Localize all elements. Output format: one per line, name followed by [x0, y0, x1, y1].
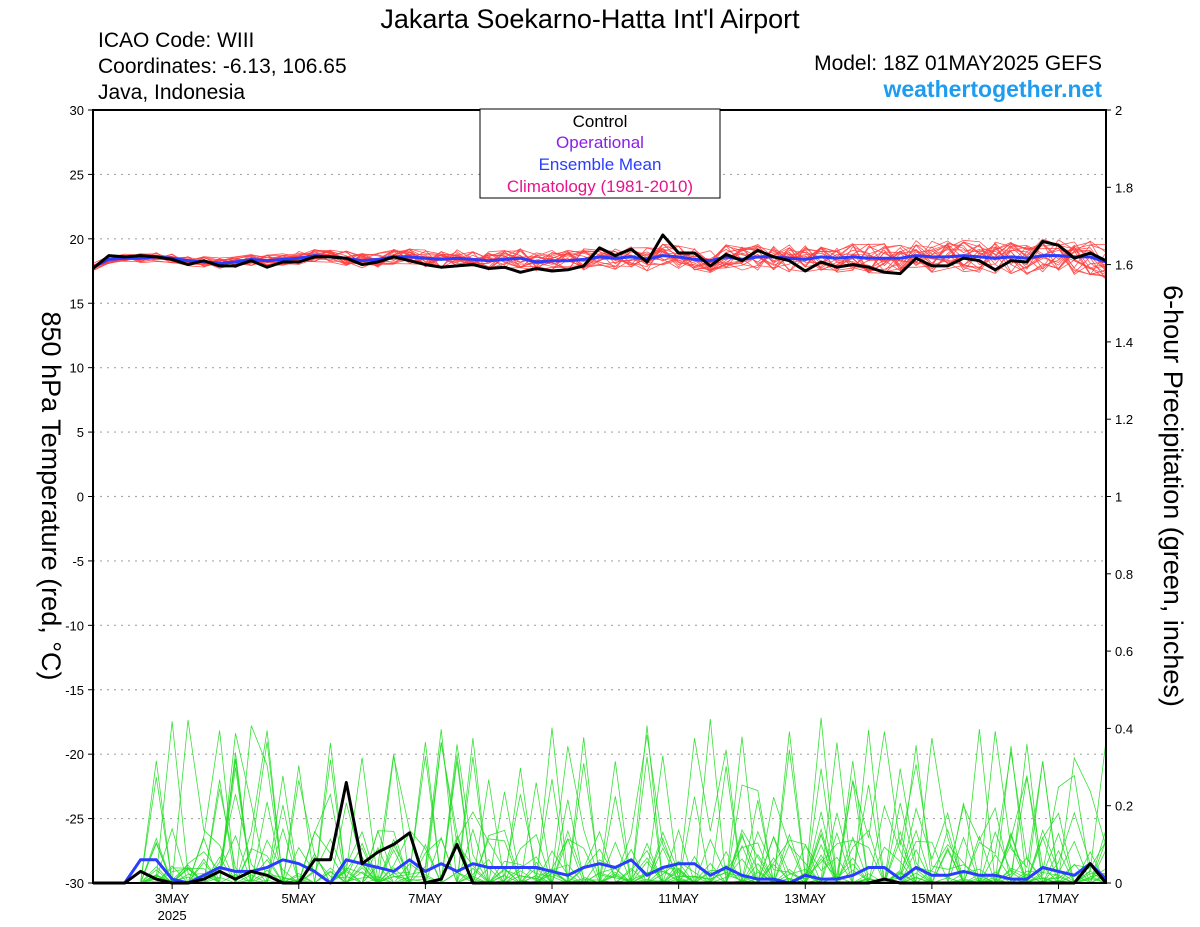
coordinates: Coordinates: -6.13, 106.65	[98, 55, 347, 78]
icao-code: ICAO Code: WIII	[98, 29, 254, 52]
legend-control: Control	[573, 112, 628, 131]
x-tick-year: 2025	[158, 908, 187, 923]
chart-title: Jakarta Soekarno-Hatta Int'l Airport	[380, 4, 800, 34]
y-right-tick-label: 0.2	[1115, 799, 1133, 814]
y-left-tick-label: 5	[77, 425, 84, 440]
y-right-tick-label: 0.8	[1115, 567, 1133, 582]
legend-operational: Operational	[556, 133, 644, 152]
x-tick-label: 9MAY	[535, 891, 570, 906]
control-temperature-line	[92, 233, 1107, 276]
y-right-tick-label: 2	[1115, 103, 1122, 118]
y-right-axis-label: 6-hour Precipitation (green, inches)	[1158, 285, 1188, 707]
site-url: weathertogether.net	[882, 76, 1102, 102]
y-right-tick-label: 1.8	[1115, 180, 1133, 195]
ensemble-mean-temperature-line	[92, 254, 1107, 269]
x-tick-label: 7MAY	[408, 891, 443, 906]
x-tick-label: 11MAY	[658, 891, 699, 906]
x-tick-label: 15MAY	[911, 891, 953, 906]
y-left-tick-label: -20	[65, 747, 84, 762]
x-ticks: 3MAY 2025 5MAY 7MAY 9MAY 11MAY 13MAY 15MAY 17MAY	[155, 883, 1080, 923]
precipitation-member-line	[93, 735, 1107, 885]
y-right-tick-label: 0	[1115, 876, 1122, 891]
y-right-tick-label: 0.6	[1115, 644, 1133, 659]
x-tick-label: 13MAY	[784, 891, 826, 906]
y-left-tick-label: -10	[65, 618, 84, 633]
y-right-tick-label: 1.2	[1115, 412, 1133, 427]
precipitation-member-line	[93, 718, 1107, 884]
y-left-tick-label: 30	[70, 103, 84, 118]
y-left-tick-label: 25	[70, 167, 84, 182]
precipitation-member-line	[93, 719, 1107, 885]
x-tick-label: 17MAY	[1038, 891, 1080, 906]
y-right-ticks: 0 0.2 0.4 0.6 0.8 1 1.2 1.4 1.6 1.8 2	[1106, 103, 1133, 891]
y-right-tick-label: 1	[1115, 490, 1122, 505]
y-left-ticks: -30 -25 -20 -15 -10 -5 0 5 10 15 20 25 30	[65, 103, 93, 891]
region: Java, Indonesia	[98, 81, 245, 104]
y-right-tick-label: 1.4	[1115, 335, 1133, 350]
precipitation-member-line	[93, 733, 1106, 885]
y-left-tick-label: -15	[65, 683, 84, 698]
x-tick-label: 5MAY	[282, 891, 317, 906]
y-left-tick-label: 20	[70, 232, 84, 247]
x-tick-label: 3MAY	[155, 891, 190, 906]
y-left-tick-label: 15	[70, 296, 84, 311]
y-left-tick-label: -25	[65, 812, 84, 827]
temperature-member-line	[92, 243, 1107, 271]
legend-box	[479, 108, 721, 199]
legend-ensemble-mean: Ensemble Mean	[539, 155, 662, 174]
y-right-tick-label: 0.4	[1115, 721, 1133, 736]
y-left-axis-label: 850 hPa Temperature (red, °C)	[36, 312, 66, 681]
precipitation-member-line	[93, 717, 1107, 884]
precipitation-member-line	[93, 736, 1106, 885]
y-left-tick-label: 0	[77, 490, 84, 505]
legend-climatology: Climatology (1981-2010)	[507, 177, 693, 196]
y-right-tick-label: 1.6	[1115, 258, 1133, 273]
y-left-tick-label: 10	[70, 361, 84, 376]
y-left-tick-label: -30	[65, 876, 84, 891]
precipitation-member-line	[93, 731, 1107, 884]
model-run: Model: 18Z 01MAY2025 GEFS	[814, 52, 1102, 75]
ensemble-mean-precipitation-line	[93, 858, 1108, 885]
legend: Control Operational Ensemble Mean Climat…	[479, 108, 721, 199]
precipitation-ensemble-members	[93, 717, 1107, 885]
y-left-tick-label: -5	[72, 554, 84, 569]
gridlines	[93, 173, 1106, 820]
